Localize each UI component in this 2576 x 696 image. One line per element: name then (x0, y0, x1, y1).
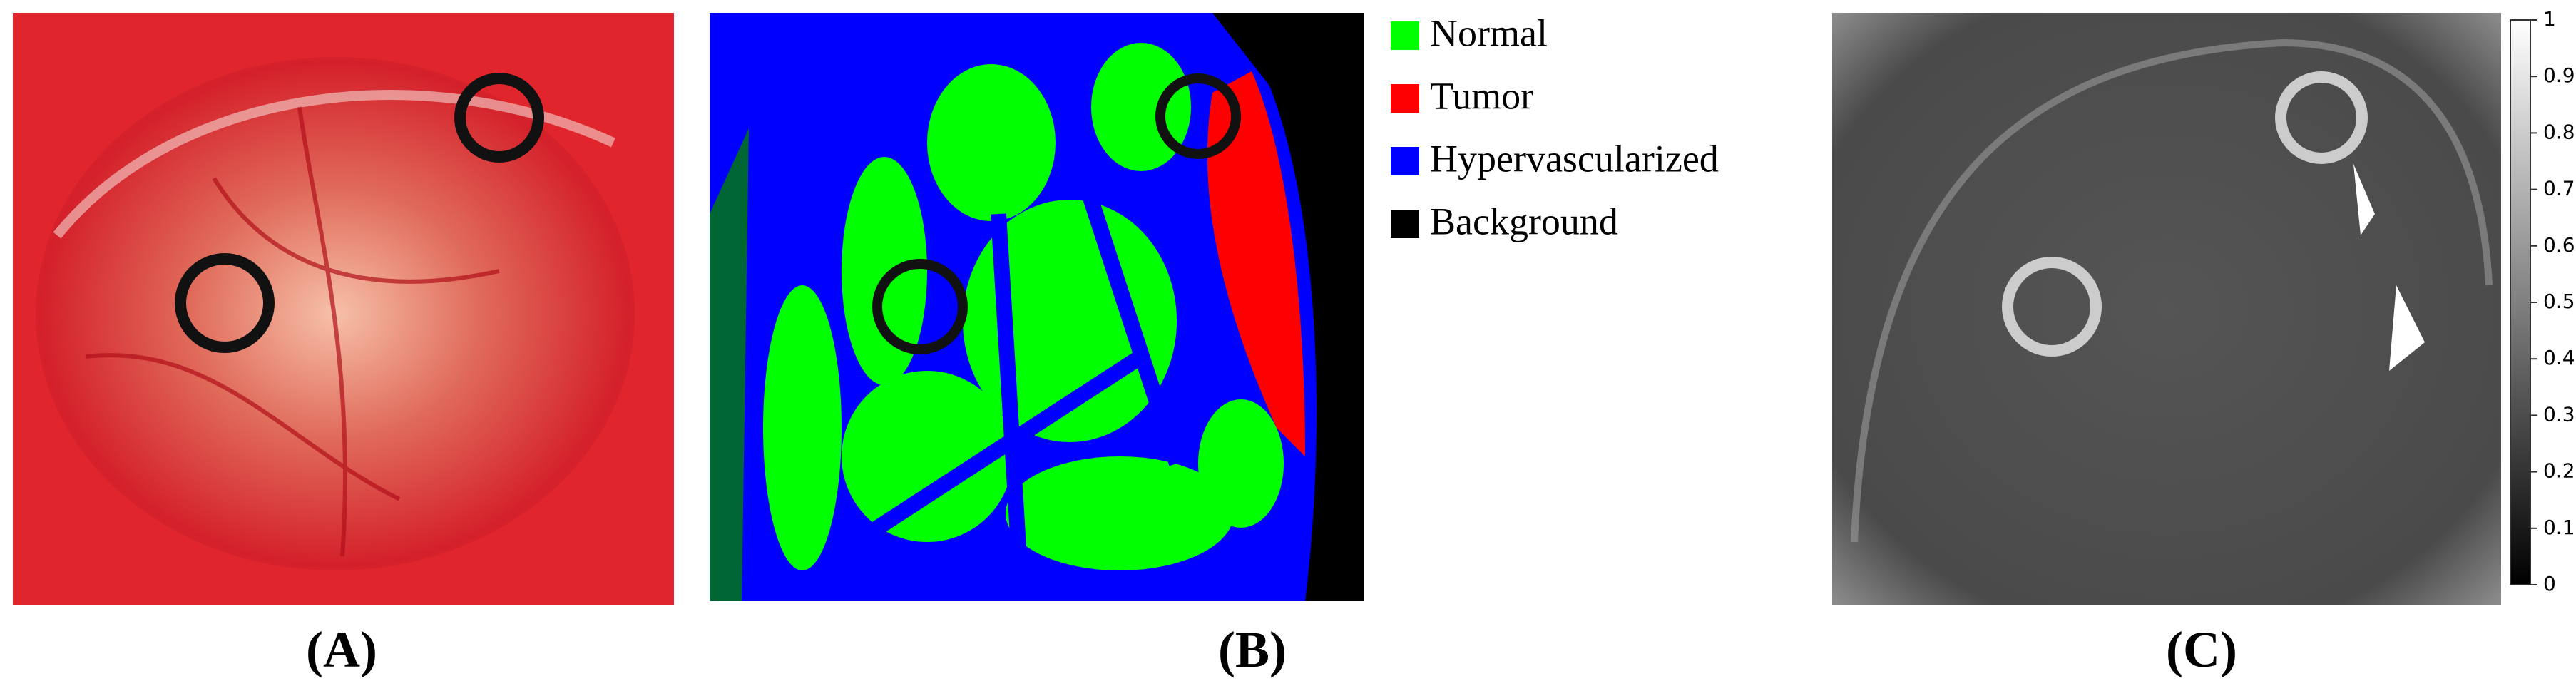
colorbar-ticks: 0 0.1 0.2 0.3 0.4 0.5 0.6 0.7 0.8 0.9 1 (2530, 7, 2575, 595)
tick-label: 0.9 (2543, 63, 2575, 87)
legend-swatch (1391, 84, 1419, 113)
tick-label: 0 (2543, 572, 2556, 595)
legend-label: Hypervascularized (1430, 137, 1719, 180)
legend-label: Normal (1430, 11, 1548, 54)
panel-c-image (1832, 13, 2501, 605)
panel-label: (A) (306, 621, 377, 678)
tick-label: 0.2 (2543, 459, 2575, 483)
legend: Normal Tumor Hypervascularized Background (1391, 11, 1719, 242)
tick-label: 0.3 (2543, 402, 2575, 426)
panel-label: (C) (2166, 621, 2237, 678)
tick-label: 1 (2543, 7, 2556, 31)
colorbar (2510, 19, 2531, 585)
legend-swatch (1391, 21, 1419, 50)
panel-b-image (710, 13, 1364, 601)
legend-swatch (1391, 147, 1419, 175)
tick-label: 0.1 (2543, 516, 2575, 539)
tick-label: 0.4 (2543, 346, 2575, 369)
tick-label: 0.5 (2543, 290, 2575, 313)
panel-label: (B) (1218, 621, 1287, 678)
tick-label: 0.7 (2543, 177, 2575, 200)
legend-label: Tumor (1430, 74, 1533, 117)
tick-label: 0.6 (2543, 233, 2575, 257)
legend-label: Background (1430, 200, 1618, 242)
panel-a-image (13, 13, 674, 605)
legend-swatch (1391, 210, 1419, 238)
tick-label: 0.8 (2543, 120, 2575, 143)
